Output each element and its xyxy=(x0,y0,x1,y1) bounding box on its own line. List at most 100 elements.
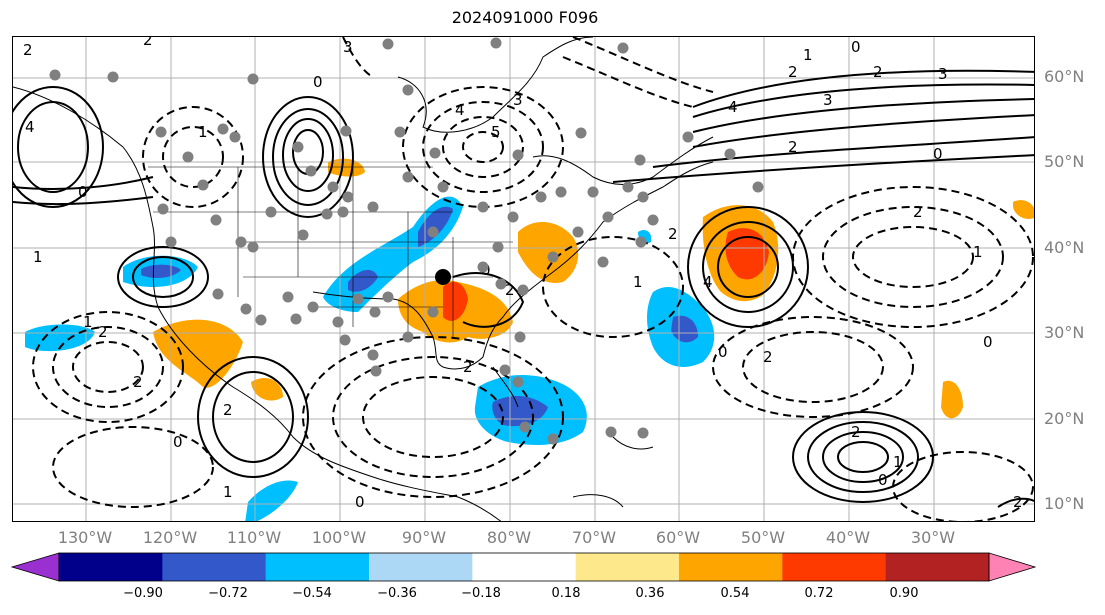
shade-blue-8 xyxy=(671,315,698,343)
contours-positive xyxy=(13,69,1034,508)
contour-label: 2 xyxy=(763,348,773,366)
lon-label: 120°W xyxy=(142,528,198,547)
contour-label: 2 xyxy=(143,37,153,49)
contour-label: 2 xyxy=(851,423,861,441)
contour-label: 0 xyxy=(933,145,943,163)
contour-label: 0 xyxy=(355,493,365,511)
contour-label: 1 xyxy=(223,483,233,501)
shade-red-2 xyxy=(725,228,769,280)
colorbar-segments xyxy=(10,552,1037,582)
contour-label: 1 xyxy=(33,248,43,266)
station-dots xyxy=(49,37,764,445)
contour-label: 1 xyxy=(893,453,903,471)
lat-label: 30°N xyxy=(1044,323,1085,342)
shade-red-1 xyxy=(443,281,468,321)
lon-label: 50°W xyxy=(740,528,786,547)
contour-label: 3 xyxy=(823,91,833,109)
colorbar-tick: 0.36 xyxy=(635,586,665,601)
contour-label-group: 2 3 4 5 0 1 2 3 4 0 2 2 1 0 2 2 2 1 0 1 … xyxy=(23,37,1023,511)
contour-label: 0 xyxy=(851,38,861,56)
coastlines xyxy=(13,37,714,521)
contour-label: 2 xyxy=(133,373,143,391)
lon-label: 100°W xyxy=(311,528,367,547)
contour-label: 2 xyxy=(23,41,33,59)
lon-label: 130°W xyxy=(57,528,113,547)
colorbar-segment xyxy=(162,553,267,581)
colorbar-segment xyxy=(782,553,887,581)
contour-label: 0 xyxy=(78,183,88,201)
figure-title: 2024091000 F096 xyxy=(451,8,599,27)
colorbar-arrow-left xyxy=(10,552,60,582)
lat-label: 20°N xyxy=(1044,409,1085,428)
colorbar-tick: −0.90 xyxy=(123,586,163,601)
colorbar-segment xyxy=(59,553,163,581)
contour-label: 2 xyxy=(788,63,798,81)
contour-label: 2 xyxy=(873,63,883,81)
lon-label: 30°W xyxy=(910,528,956,547)
contour-label: 2 xyxy=(463,358,473,376)
colorbar-tick: −0.36 xyxy=(377,586,417,601)
colorbar-outline xyxy=(58,552,990,582)
colorbar-tick: 0.90 xyxy=(889,586,919,601)
colorbar-segment xyxy=(472,553,577,581)
contour-label: 2 xyxy=(505,281,515,299)
lat-label: 10°N xyxy=(1044,494,1085,513)
contour-label: 0 xyxy=(718,343,728,361)
contour-label: 1 xyxy=(973,243,983,261)
contour-label: 4 xyxy=(703,273,713,291)
shade-orange-1 xyxy=(153,319,243,388)
contour-label: 1 xyxy=(803,46,813,64)
shade-blue-5 xyxy=(418,206,453,247)
contour-label: 4 xyxy=(25,118,35,136)
shade-blue-3 xyxy=(25,324,95,352)
contour-label: 2 xyxy=(913,203,923,221)
contour-label: 2 xyxy=(223,401,233,419)
contour-label: 2 xyxy=(788,138,798,156)
colorbar-tick: −0.18 xyxy=(461,586,501,601)
shade-blue-11 xyxy=(245,480,298,521)
contour-label: 0 xyxy=(983,333,993,351)
contour-label: 4 xyxy=(728,98,738,116)
shade-orange-7 xyxy=(941,380,963,419)
map-panel: 2 3 4 5 0 1 2 3 4 0 2 2 1 0 2 2 2 1 0 1 … xyxy=(12,36,1035,522)
contour-label: 0 xyxy=(313,73,323,91)
shade-orange-8 xyxy=(1013,200,1034,219)
lon-label: 110°W xyxy=(226,528,282,547)
colorbar-segment xyxy=(265,553,370,581)
contour-label: 1 xyxy=(198,123,208,141)
contour-label: 3 xyxy=(938,65,948,83)
shade-orange-5 xyxy=(328,158,365,177)
contour-label: 3 xyxy=(513,91,523,109)
colorbar xyxy=(10,552,1037,582)
contour-label: 2 xyxy=(98,323,108,341)
contour-label: 5 xyxy=(491,123,501,141)
weather-map: 2 3 4 5 0 1 2 3 4 0 2 2 1 0 2 2 2 1 0 1 … xyxy=(13,37,1034,521)
contour-label: 2 xyxy=(1013,493,1023,511)
contour-label: 0 xyxy=(878,471,888,489)
lon-label: 40°W xyxy=(825,528,871,547)
lat-label: 60°N xyxy=(1044,67,1085,86)
contours-negative xyxy=(32,37,1034,521)
lon-label: 90°W xyxy=(401,528,447,547)
contour-label: 4 xyxy=(455,101,465,119)
contour-label: 0 xyxy=(173,433,183,451)
shade-orange-4 xyxy=(518,221,579,283)
marked-location-dot xyxy=(435,269,451,285)
colorbar-segment xyxy=(575,553,680,581)
colorbar-segment xyxy=(885,553,990,581)
shade-orange-2 xyxy=(251,377,283,401)
shaded-fields xyxy=(25,158,1034,521)
contour-label: 1 xyxy=(633,273,643,291)
colorbar-tick: 0.18 xyxy=(551,586,581,601)
colorbar-segment xyxy=(679,553,783,581)
colorbar-tick: 0.54 xyxy=(720,586,750,601)
lat-label: 50°N xyxy=(1044,152,1085,171)
lat-label: 40°N xyxy=(1044,238,1085,257)
colorbar-segment xyxy=(369,553,473,581)
lon-label: 80°W xyxy=(486,528,532,547)
contour-label: 1 xyxy=(83,313,93,331)
colorbar-tick: −0.72 xyxy=(208,586,248,601)
contour-label: 2 xyxy=(668,225,678,243)
colorbar-tick: −0.54 xyxy=(292,586,332,601)
contour-label: 3 xyxy=(343,38,353,56)
